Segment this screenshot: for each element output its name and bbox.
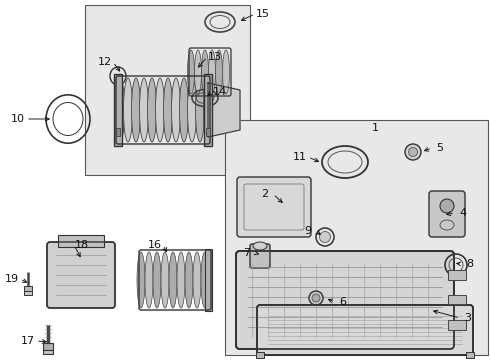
Ellipse shape — [409, 148, 417, 157]
Bar — [448, 270, 466, 280]
Ellipse shape — [147, 78, 156, 142]
Ellipse shape — [188, 78, 196, 142]
Text: 1: 1 — [371, 123, 378, 133]
Text: 2: 2 — [262, 189, 269, 199]
Text: 14: 14 — [213, 87, 227, 97]
Ellipse shape — [188, 50, 195, 94]
Bar — [24, 286, 32, 291]
Ellipse shape — [179, 78, 189, 142]
Text: 17: 17 — [21, 336, 35, 346]
Ellipse shape — [140, 78, 148, 142]
Bar — [448, 320, 466, 330]
FancyBboxPatch shape — [236, 251, 454, 349]
Bar — [206, 128, 210, 136]
Ellipse shape — [193, 252, 201, 308]
Text: 8: 8 — [466, 259, 473, 269]
Bar — [448, 295, 466, 305]
Ellipse shape — [145, 252, 153, 308]
Ellipse shape — [155, 78, 165, 142]
Bar — [466, 352, 474, 358]
Ellipse shape — [161, 252, 169, 308]
Text: 6: 6 — [340, 297, 346, 307]
Ellipse shape — [137, 252, 145, 308]
Ellipse shape — [201, 50, 209, 94]
Ellipse shape — [169, 252, 177, 308]
Bar — [256, 352, 264, 358]
Ellipse shape — [222, 50, 229, 94]
Text: 3: 3 — [465, 313, 471, 323]
Text: 7: 7 — [244, 248, 250, 258]
Text: 15: 15 — [256, 9, 270, 19]
Bar — [43, 350, 53, 354]
Bar — [116, 128, 120, 136]
Ellipse shape — [201, 252, 209, 308]
Bar — [205, 249, 212, 311]
Ellipse shape — [253, 242, 267, 250]
Ellipse shape — [123, 78, 132, 142]
Bar — [85, 5, 250, 175]
Text: 13: 13 — [208, 52, 222, 62]
Bar — [204, 74, 212, 146]
Ellipse shape — [319, 231, 330, 243]
Ellipse shape — [196, 78, 204, 142]
Bar — [24, 291, 32, 295]
Text: 10: 10 — [11, 114, 25, 124]
Ellipse shape — [203, 78, 213, 142]
Text: 19: 19 — [5, 274, 19, 284]
Ellipse shape — [164, 78, 172, 142]
Ellipse shape — [195, 50, 201, 94]
FancyBboxPatch shape — [257, 305, 473, 355]
FancyBboxPatch shape — [429, 191, 465, 237]
Text: 18: 18 — [75, 240, 89, 250]
Text: 16: 16 — [148, 240, 162, 250]
Ellipse shape — [216, 50, 222, 94]
FancyBboxPatch shape — [250, 244, 270, 268]
Bar — [225, 120, 488, 355]
Ellipse shape — [172, 78, 180, 142]
Ellipse shape — [185, 252, 193, 308]
Bar — [114, 74, 122, 146]
Ellipse shape — [440, 199, 454, 213]
Text: 12: 12 — [98, 57, 112, 67]
Ellipse shape — [309, 291, 323, 305]
Ellipse shape — [153, 252, 161, 308]
FancyBboxPatch shape — [237, 177, 311, 237]
Ellipse shape — [177, 252, 185, 308]
Bar — [58, 235, 104, 247]
FancyBboxPatch shape — [47, 242, 115, 308]
Text: 5: 5 — [437, 143, 443, 153]
Polygon shape — [208, 83, 240, 137]
Text: 9: 9 — [304, 226, 312, 236]
Ellipse shape — [405, 144, 421, 160]
Text: 11: 11 — [293, 152, 307, 162]
Ellipse shape — [116, 78, 124, 142]
Ellipse shape — [209, 50, 216, 94]
Ellipse shape — [312, 294, 320, 302]
Text: 4: 4 — [460, 208, 466, 218]
Bar — [43, 343, 53, 350]
Ellipse shape — [131, 78, 141, 142]
